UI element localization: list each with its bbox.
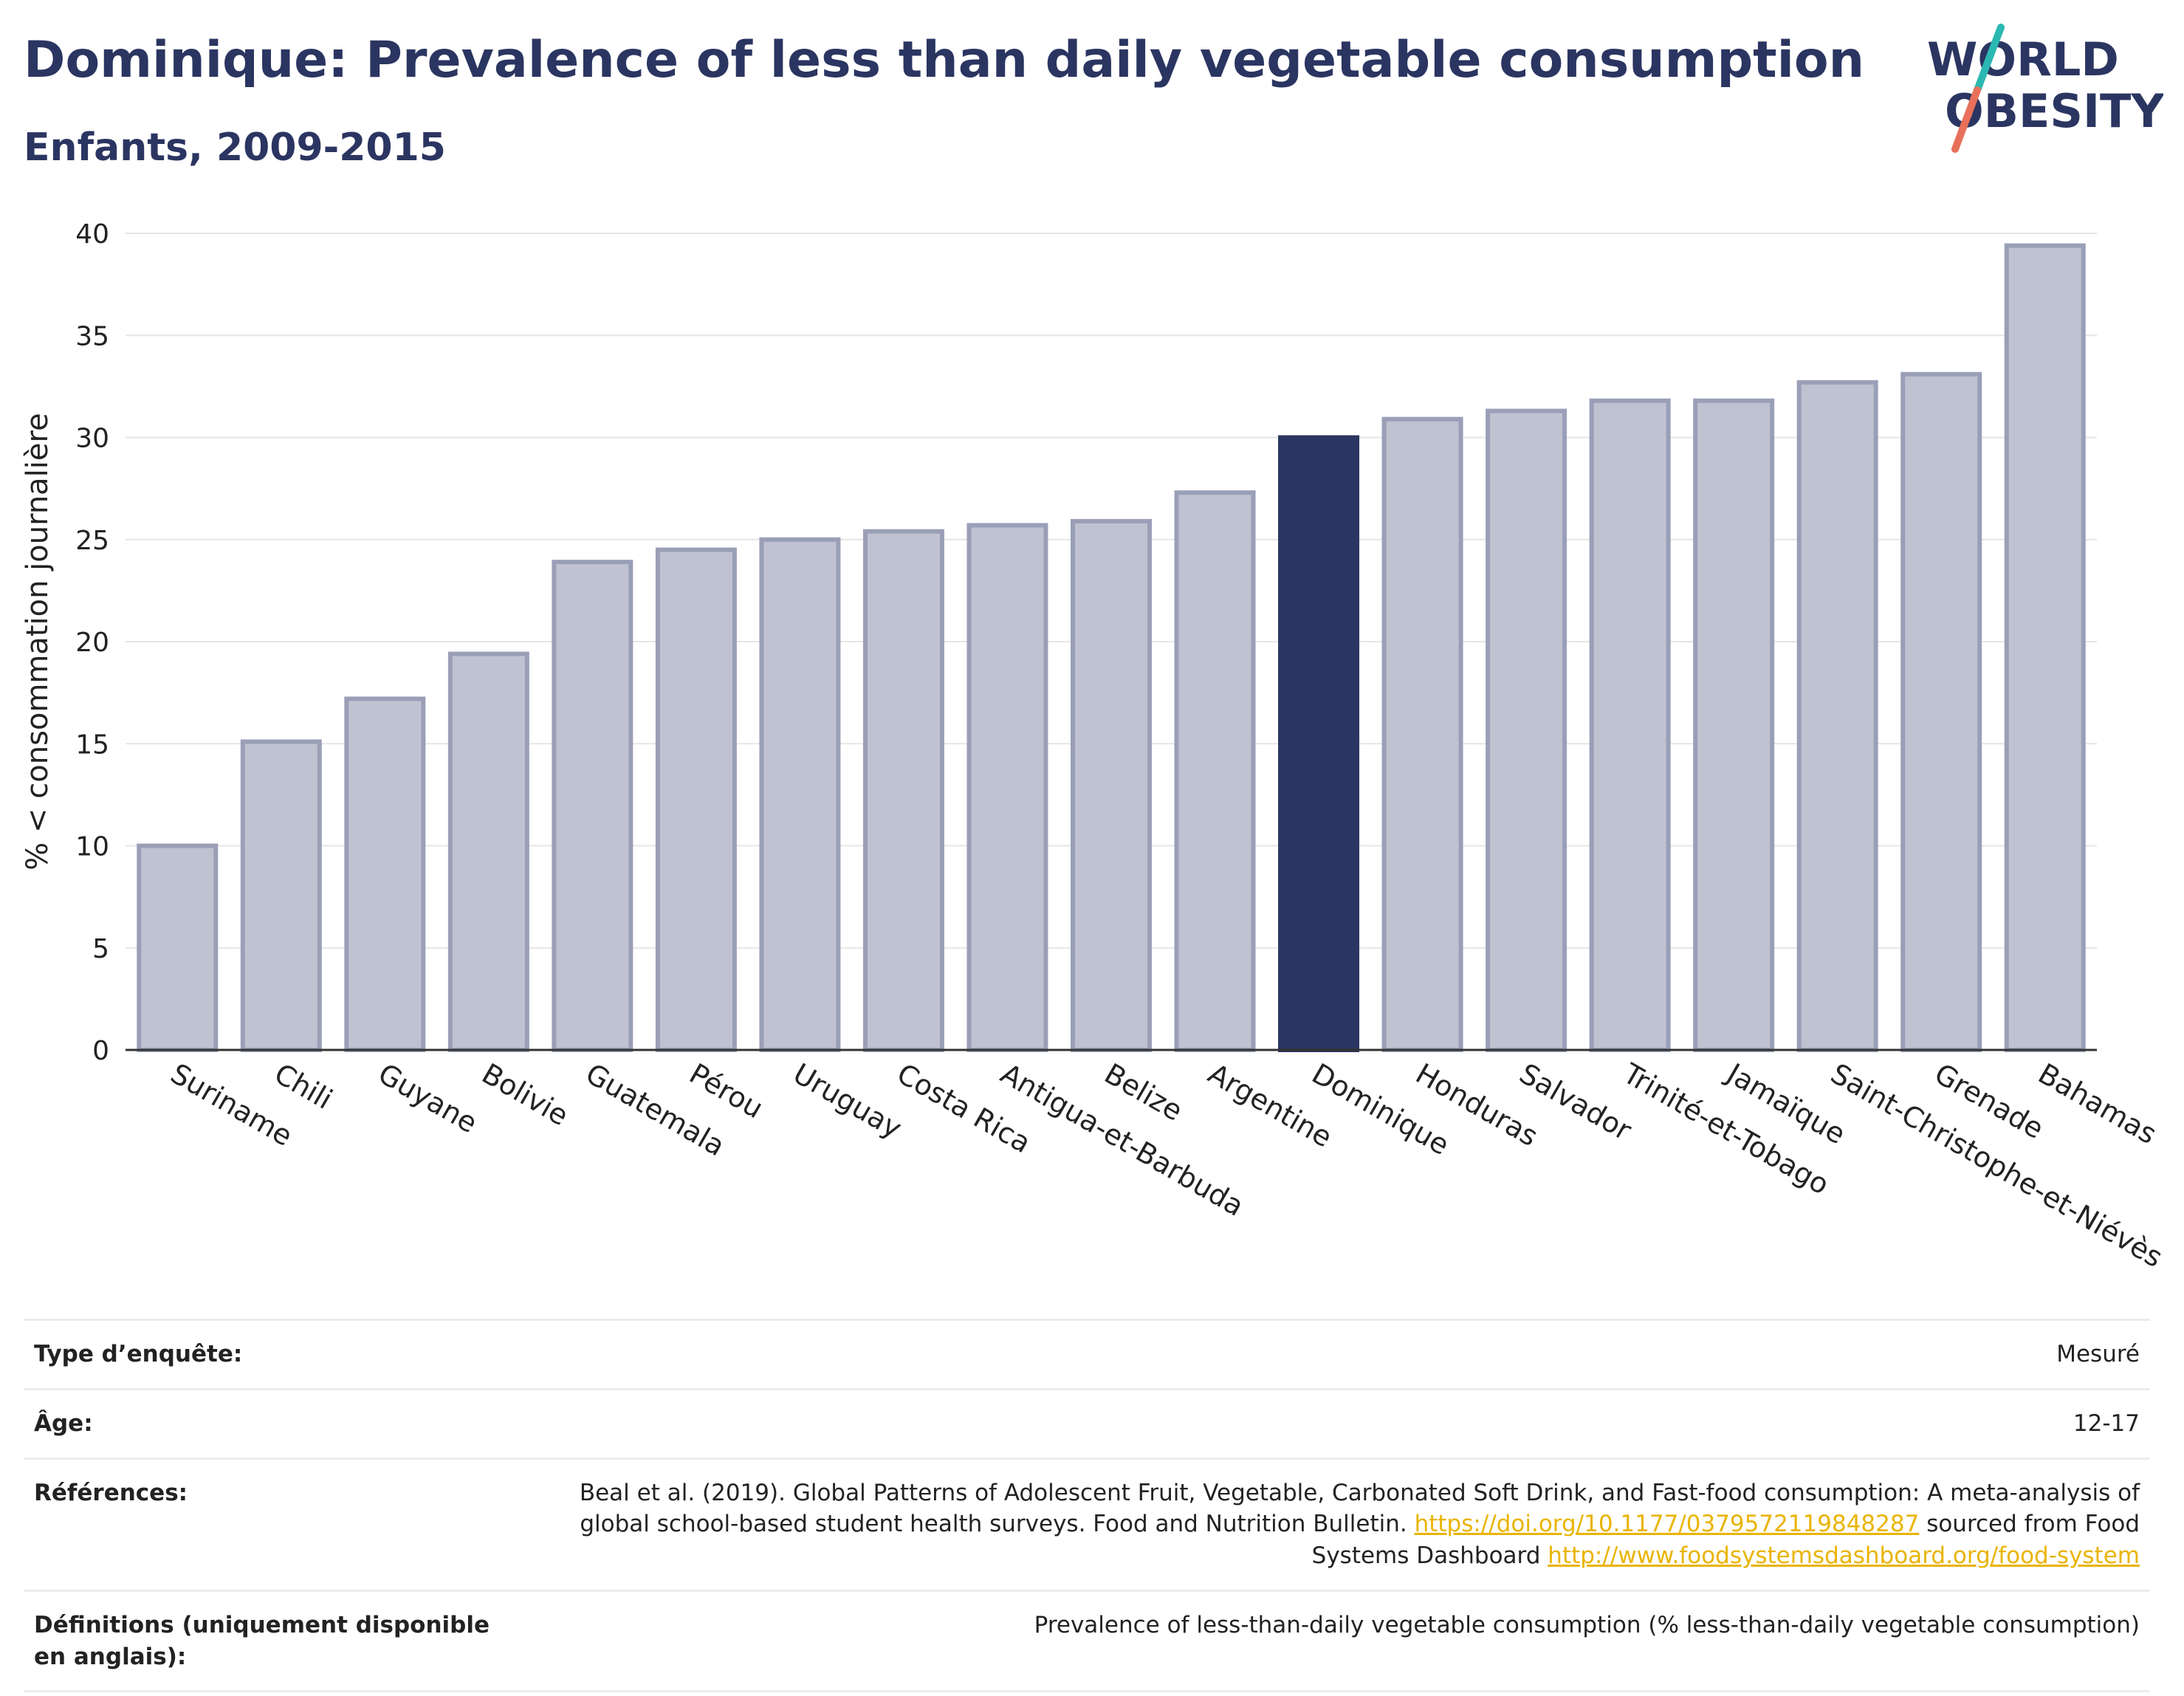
bar-p-rou [655,547,737,1052]
reference-text: Beal et al. (2019). Global Patterns of A… [579,1479,2140,1538]
logo-word-2: OBESITY [1945,84,2163,138]
chart-title: Dominique: Prevalence of less than daily… [24,31,1865,89]
info-key: Références: [24,1457,514,1591]
info-key: Type d’enquête: [24,1319,514,1390]
info-value: 12-17 [514,1387,2150,1459]
y-axis-ticks: 0 5 10 15 20 25 30 35 40 [75,219,109,1066]
bar-uruguay [759,537,841,1052]
y-tick-label: 35 [75,321,109,351]
doi-link[interactable]: https://doi.org/10.1177/0379572119848287 [1414,1511,1920,1538]
bar-saint-christophe-et-ni-v-s [1796,380,1878,1053]
info-row-references: Références: Beal et al. (2019). Global P… [24,1457,2150,1591]
bar-jama-que [1693,398,1775,1053]
bar-dominique [1278,435,1360,1052]
bar-suriname [137,843,219,1052]
y-axis-title: % < consommation journalière [21,413,55,870]
info-row-definitions: Définitions (uniquement disponible en an… [24,1589,2150,1693]
reference-source-text: sourced from Food Systems Dashboard [1311,1511,2140,1570]
y-tick-label: 0 [92,1036,109,1066]
bar-trinit-et-tobago [1589,398,1671,1053]
bar-belize [1071,518,1152,1052]
bar-guyane [344,696,426,1052]
bar-argentine [1174,490,1256,1052]
logo-word-1: WORLD [1927,32,2119,86]
bar-grenade [1900,371,1982,1053]
y-tick-label: 15 [75,729,109,760]
bars [137,243,2086,1053]
food-systems-dashboard-link[interactable]: http://www.foodsystemsdashboard.org/food… [1548,1542,2140,1570]
world-obesity-logo: WORLD OBESITY [1927,24,2163,153]
chart-subtitle: Enfants, 2009-2015 [24,126,446,170]
info-row-age: Âge: 12-17 [24,1387,2150,1459]
info-key: Âge: [24,1387,514,1459]
x-category-label: Uruguay [788,1057,907,1145]
y-tick-label: 20 [75,628,109,658]
x-category-label: Chili [269,1057,337,1116]
info-key: Définitions (uniquement disponible en an… [24,1589,514,1693]
bar-honduras [1381,416,1463,1052]
x-category-label: Bahamas [2033,1057,2162,1151]
logo-slash-top [1974,24,2005,94]
y-tick-label: 30 [75,424,109,454]
bar-salvador [1486,408,1567,1052]
y-tick-label: 25 [75,526,109,556]
y-tick-label: 10 [75,832,109,862]
logo-slash-bottom [1951,86,1981,153]
x-category-label: Bolivie [476,1057,574,1133]
bar-bolivie [447,651,529,1052]
x-category-label: Guyane [373,1057,483,1139]
info-value: Mesuré [514,1319,2150,1390]
info-row-survey-type: Type d’enquête: Mesuré [24,1319,2150,1390]
info-value: Beal et al. (2019). Global Patterns of A… [514,1457,2150,1591]
bar-antigua-et-barbuda [966,523,1048,1052]
y-tick-label: 5 [92,934,109,964]
bar-costa-rica [862,529,944,1052]
info-value: Prevalence of less-than-daily vegetable … [514,1589,2150,1693]
bar-guatemala [552,560,633,1053]
bar-bahamas [2004,243,2086,1053]
bar-chili [240,739,322,1052]
info-table: Type d’enquête: Mesuré Âge: 12-17 Référe… [24,1319,2150,1693]
y-tick-label: 40 [75,219,109,250]
